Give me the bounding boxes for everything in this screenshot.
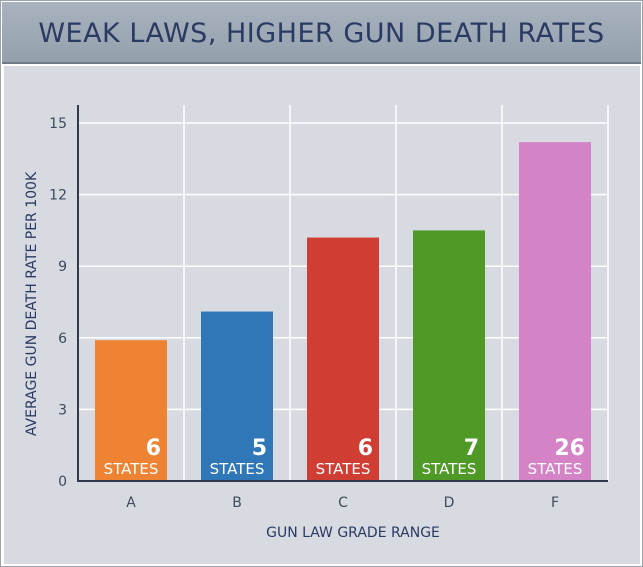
bar-label-count: 5 (252, 436, 267, 461)
x-tick-label: F (551, 495, 559, 511)
x-tick-label: A (126, 495, 136, 511)
bar-label-unit: STATES (104, 460, 159, 478)
bar-b (201, 311, 273, 481)
bar-label-unit: STATES (316, 460, 371, 478)
y-tick-label: 12 (49, 188, 67, 204)
bar-label-count: 26 (554, 436, 585, 461)
chart-title: WEAK LAWS, HIGHER GUN DEATH RATES (38, 18, 605, 49)
bar-f (519, 142, 591, 482)
x-axis-title: GUN LAW GRADE RANGE (266, 525, 440, 541)
x-tick-label: B (232, 495, 242, 511)
bar-label-count: 6 (358, 436, 373, 461)
bar-label-count: 6 (146, 436, 161, 461)
y-tick-label: 3 (58, 402, 67, 418)
y-tick-label: 0 (58, 474, 67, 490)
y-tick-label: 6 (58, 331, 67, 347)
bar-label-unit: STATES (210, 460, 265, 478)
bar-label-unit: STATES (422, 460, 477, 478)
bar-d (413, 230, 485, 481)
bar-label-count: 7 (464, 436, 479, 461)
y-tick-label: 15 (49, 116, 67, 132)
bar-label-unit: STATES (528, 460, 583, 478)
y-tick-label: 9 (58, 259, 67, 275)
bar-a (95, 340, 167, 481)
x-tick-label: D (444, 495, 455, 511)
title-banner: WEAK LAWS, HIGHER GUN DEATH RATES (2, 2, 641, 64)
x-tick-label: C (338, 495, 348, 511)
y-axis-title: AVERAGE GUN DEATH RATE PER 100K (24, 171, 40, 436)
bar-c (307, 237, 379, 481)
